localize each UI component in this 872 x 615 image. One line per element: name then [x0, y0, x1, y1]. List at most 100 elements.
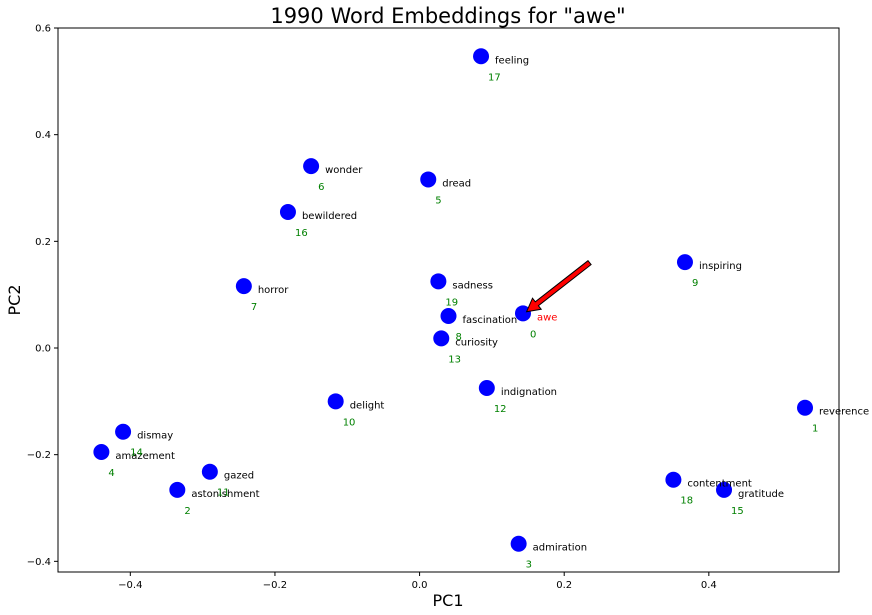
point-marker: [716, 481, 733, 498]
point-word-label: awe: [537, 312, 557, 323]
x-axis: −0.4 −0.2 0.0 0.2 0.4: [118, 572, 717, 591]
point-marker: [440, 308, 457, 324]
point-index-label: 7: [251, 302, 257, 313]
point-marker: [676, 254, 693, 271]
data-point-sadness: sadness 19: [430, 273, 493, 308]
y-tick-label: 0.6: [35, 24, 51, 35]
point-index-label: 18: [680, 496, 693, 507]
point-marker: [169, 481, 186, 498]
point-word-label: fascination: [463, 315, 518, 326]
point-index-label: 17: [488, 72, 501, 83]
y-tick-label: −0.4: [27, 557, 51, 568]
point-marker: [115, 423, 132, 440]
point-word-label: feeling: [495, 55, 529, 66]
point-index-label: 0: [530, 329, 536, 340]
x-tick-label: 0.4: [701, 580, 717, 591]
data-point-gratitude: gratitude 15: [716, 481, 784, 517]
point-word-label: bewildered: [302, 211, 357, 222]
point-word-label: indignation: [501, 387, 557, 398]
point-word-label: contentment: [687, 479, 752, 490]
y-tick-label: 0.4: [35, 130, 51, 141]
point-marker: [327, 393, 344, 410]
point-word-label: gratitude: [738, 489, 784, 500]
point-marker: [473, 48, 490, 65]
point-marker: [303, 158, 320, 175]
point-index-label: 3: [526, 560, 532, 571]
data-point-gazed: gazed 11: [201, 463, 254, 499]
x-tick-label: −0.2: [263, 580, 287, 591]
point-index-label: 19: [445, 297, 458, 308]
point-word-label: dismay: [137, 431, 173, 442]
point-marker: [433, 330, 450, 347]
point-marker: [510, 535, 527, 552]
data-point-delight: delight 10: [327, 393, 385, 428]
plot-area-frame: [57, 27, 840, 573]
point-index-label: 1: [812, 424, 818, 435]
point-word-label: reverence: [819, 407, 869, 418]
x-tick-label: 0.2: [556, 580, 572, 591]
point-word-label: inspiring: [699, 261, 742, 272]
data-point-indignation: indignation 12: [478, 380, 557, 415]
point-index-label: 15: [731, 506, 744, 517]
point-marker: [478, 380, 495, 396]
point-index-label: 13: [448, 354, 461, 365]
data-point-feeling: feeling 17: [473, 48, 529, 83]
point-word-label: wonder: [325, 165, 363, 176]
point-word-label: horror: [258, 285, 289, 296]
y-tick-label: 0.2: [35, 237, 51, 248]
point-marker: [93, 444, 110, 460]
data-point-bewildered: bewildered 16: [279, 204, 357, 239]
point-word-label: astonishment: [191, 489, 259, 500]
point-index-label: 12: [494, 404, 507, 415]
point-index-label: 11: [217, 488, 230, 499]
point-index-label: 9: [692, 278, 698, 289]
point-index-label: 8: [456, 332, 462, 343]
point-marker: [665, 471, 682, 488]
point-word-label: sadness: [452, 280, 493, 291]
x-tick-label: 0.0: [412, 580, 428, 591]
annotation-arrow-layer: [525, 260, 592, 313]
annotation-arrow: [525, 260, 592, 313]
data-point-dismay: dismay 14: [115, 423, 173, 459]
point-word-label: gazed: [224, 471, 254, 482]
point-index-label: 2: [184, 506, 190, 517]
y-tick-label: 0.0: [35, 344, 51, 355]
point-index-label: 10: [343, 417, 356, 428]
y-tick-label: −0.2: [27, 450, 51, 461]
chart-title: 1990 Word Embeddings for "awe": [270, 4, 625, 28]
point-marker: [514, 305, 531, 322]
point-marker: [235, 278, 252, 295]
data-point-contentment: contentment 18: [665, 471, 752, 507]
point-index-label: 16: [295, 228, 308, 239]
x-tick-label: −0.4: [118, 580, 142, 591]
point-word-label: admiration: [533, 543, 587, 554]
point-marker: [797, 399, 814, 416]
data-point-curiosity: curiosity 13: [433, 330, 498, 365]
point-index-label: 5: [435, 195, 441, 206]
point-marker: [430, 273, 447, 290]
point-index-label: 14: [130, 448, 143, 459]
point-index-label: 6: [318, 182, 324, 193]
point-marker: [279, 204, 296, 220]
point-marker: [201, 463, 218, 480]
point-word-label: delight: [350, 400, 385, 411]
y-axis-label: PC2: [5, 285, 24, 316]
point-index-label: 4: [108, 468, 114, 479]
point-word-label: curiosity: [455, 337, 498, 348]
point-word-label: dread: [442, 178, 471, 189]
x-axis-label: PC1: [433, 591, 464, 610]
point-word-label: amazement: [115, 451, 175, 462]
point-marker: [420, 171, 437, 188]
